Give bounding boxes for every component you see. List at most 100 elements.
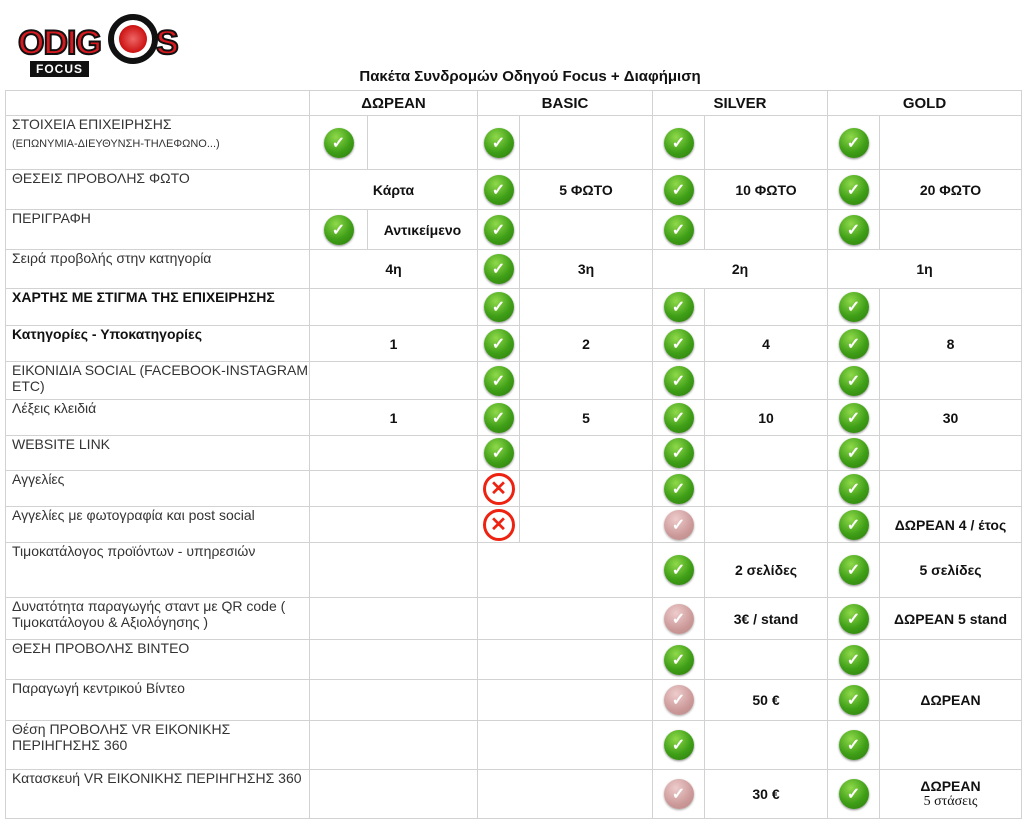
check-circle-disabled-icon: ✓: [663, 779, 694, 809]
feature-label: Κατασκευή VR ΕΙΚΟΝΙΚΗΣ ΠΕΡΙΗΓΗΣΗΣ 360: [5, 770, 310, 819]
check-circle-disabled-icon: ✓: [663, 685, 694, 715]
value-text: Αντικείμενο: [383, 221, 462, 238]
icon-cell: ✓: [828, 721, 880, 770]
feature-sublabel: (ΕΠΩΝΥΜΙΑ-ΔΙΕΥΘΥΝΣΗ-ΤΗΛΕΦΩΝΟ...): [12, 138, 220, 150]
feature-name: Θέση ΠΡΟΒΟΛΗΣ VR ΕΙΚΟΝΙΚΗΣ ΠΕΡΙΗΓΗΣΗΣ 36…: [12, 721, 231, 753]
package-value-δωρεαν: [310, 471, 478, 507]
check-circle-icon: ✓: [663, 328, 694, 359]
check-circle-icon: ✓: [838, 473, 869, 504]
feature-label: Θέση ΠΡΟΒΟΛΗΣ VR ΕΙΚΟΝΙΚΗΣ ΠΕΡΙΗΓΗΣΗΣ 36…: [5, 721, 310, 770]
value-subtext: 5 στάσεις: [923, 794, 978, 809]
icon-cell: ✓: [828, 770, 880, 819]
value-text: 30: [942, 409, 959, 426]
check-circle-icon: ✓: [838, 365, 869, 396]
feature-name: ΧΑΡΤΗΣ ΜΕ ΣΤΙΓΜΑ ΤΗΣ ΕΠΙΧΕΙΡΗΣΗΣ: [12, 289, 275, 305]
x-circle-icon: ✕: [482, 508, 515, 541]
check-circle-icon: ✓: [838, 555, 869, 585]
package-value-δωρεαν: [310, 543, 478, 598]
check-circle-icon: ✓: [483, 438, 514, 468]
value-text: 5 ΦΩΤΟ: [559, 181, 613, 198]
package-value-silver: [705, 362, 828, 400]
icon-cell: ✓: [828, 507, 880, 543]
package-value-silver: 30 €: [705, 770, 828, 819]
check-circle-icon: ✓: [838, 292, 869, 322]
package-value-δωρεαν: [310, 436, 478, 471]
package-value-gold: ΔΩΡΕΑΝ 4 / έτος: [880, 507, 1022, 543]
icon-cell: ✓: [828, 400, 880, 436]
value-text: 50 €: [752, 692, 780, 708]
feature-label: ΠΕΡΙΓΡΑΦΗ: [5, 210, 310, 250]
package-value-basic: [478, 721, 653, 770]
header-blank: [5, 90, 310, 116]
package-value-silver: [705, 436, 828, 471]
check-circle-icon: ✓: [838, 328, 869, 359]
package-value-basic: [478, 640, 653, 680]
feature-label: ΘΕΣΗ ΠΡΟΒΟΛΗΣ ΒΙΝΤΕΟ: [5, 640, 310, 680]
icon-cell: ✓: [828, 598, 880, 640]
value-text: ΔΩΡΕΑΝ: [920, 778, 981, 794]
check-circle-icon: ✓: [663, 214, 694, 245]
icon-cell: ✓: [828, 640, 880, 680]
check-circle-icon: ✓: [663, 365, 694, 396]
check-circle-icon: ✓: [483, 254, 514, 284]
value-text: 30 €: [752, 786, 780, 802]
basket-icon: [108, 14, 158, 64]
icon-cell: ✓: [653, 640, 705, 680]
package-value-basic: 2: [520, 326, 653, 362]
check-circle-icon: ✓: [838, 644, 869, 675]
feature-label: WEBSITE LINK: [5, 436, 310, 471]
feature-name: Κατηγορίες - Υποκατηγορίες: [12, 326, 202, 342]
package-value-basic: [478, 598, 653, 640]
package-value-silver: [705, 507, 828, 543]
icon-cell: ✓: [653, 436, 705, 471]
package-value-silver: 10: [705, 400, 828, 436]
package-value-silver: 4: [705, 326, 828, 362]
value-text: 8: [946, 335, 955, 352]
check-circle-icon: ✓: [483, 214, 514, 245]
check-circle-icon: ✓: [663, 730, 694, 760]
package-value-basic: [520, 289, 653, 326]
check-circle-icon: ✓: [663, 127, 694, 158]
check-circle-icon: ✓: [323, 127, 354, 158]
icon-cell: ✓: [828, 543, 880, 598]
package-value-δωρεαν: [310, 770, 478, 819]
icon-cell: ✓: [478, 436, 520, 471]
icon-cell: ✓: [653, 598, 705, 640]
value-text: 4: [762, 335, 770, 352]
feature-name: Αγγελίες με φωτογραφία και post social: [12, 507, 255, 523]
icon-cell: ✓: [653, 543, 705, 598]
package-value-gold: [880, 436, 1022, 471]
package-value-gold: [880, 640, 1022, 680]
check-circle-icon: ✓: [838, 730, 869, 760]
feature-name: ΘΕΣΕΙΣ ΠΡΟΒΟΛΗΣ ΦΩΤΟ: [12, 170, 190, 186]
icon-cell: ✓: [653, 507, 705, 543]
package-value-δωρεαν: 4η: [310, 250, 478, 289]
check-circle-icon: ✓: [483, 174, 514, 205]
feature-label: ΕΙΚΟΝΙΔΙΑ SOCIAL (FACEBOOK-INSTAGRAM ETC…: [5, 362, 310, 400]
feature-name: WEBSITE LINK: [12, 436, 111, 452]
package-value-silver: 2η: [653, 250, 828, 289]
value-text: 10 ΦΩΤΟ: [735, 181, 797, 198]
icon-cell: ✕: [478, 507, 520, 543]
package-value-gold: 30: [880, 400, 1022, 436]
package-value-basic: [520, 116, 653, 170]
value-text: ΔΩΡΕΑΝ 4 / έτος: [894, 516, 1007, 533]
icon-cell: ✓: [310, 210, 368, 250]
check-circle-icon: ✓: [663, 555, 694, 585]
package-value-δωρεαν: [368, 116, 478, 170]
package-value-silver: [705, 640, 828, 680]
feature-name: ΘΕΣΗ ΠΡΟΒΟΛΗΣ ΒΙΝΤΕΟ: [12, 640, 190, 656]
package-value-silver: 2 σελίδες: [705, 543, 828, 598]
feature-name: Κατασκευή VR ΕΙΚΟΝΙΚΗΣ ΠΕΡΙΗΓΗΣΗΣ 360: [12, 770, 302, 786]
feature-name: Λέξεις κλειδιά: [12, 400, 97, 416]
check-circle-icon: ✓: [838, 779, 869, 809]
check-circle-disabled-icon: ✓: [663, 603, 694, 634]
package-value-basic: [520, 507, 653, 543]
odigos-focus-logo: ODIG S FOCUS: [17, 14, 188, 78]
package-value-gold: 8: [880, 326, 1022, 362]
package-value-silver: 10 ΦΩΤΟ: [705, 170, 828, 210]
check-circle-icon: ✓: [838, 214, 869, 245]
package-value-δωρεαν: 1: [310, 326, 478, 362]
package-value-gold: [880, 116, 1022, 170]
check-circle-icon: ✓: [663, 473, 694, 504]
